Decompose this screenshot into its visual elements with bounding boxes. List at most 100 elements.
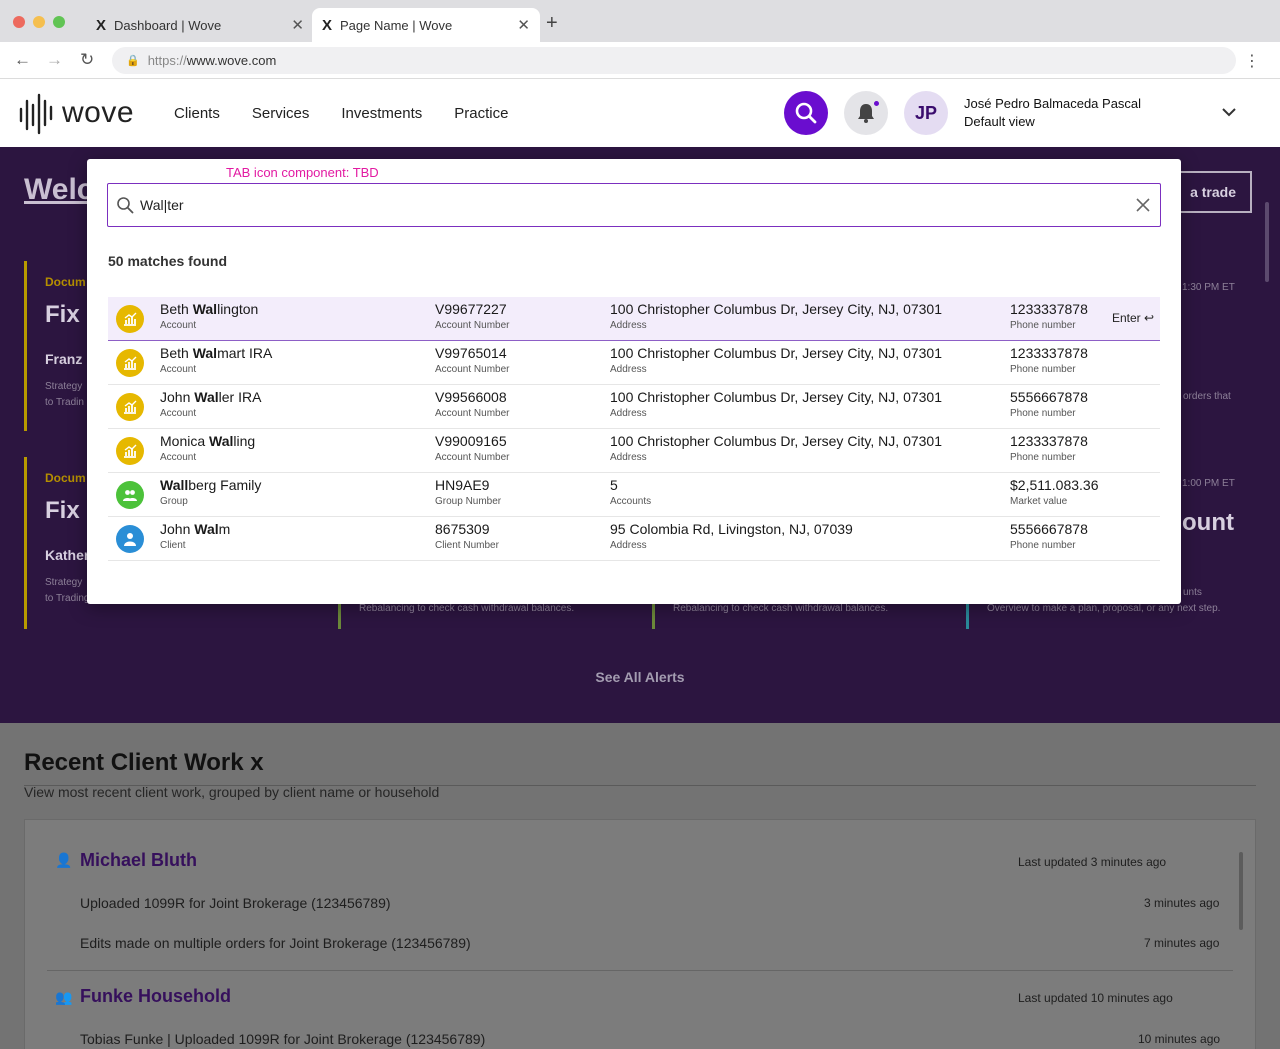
last-updated: Last updated 3 minutes ago <box>1018 855 1167 869</box>
search-icon <box>117 197 134 214</box>
result-detail: 5 <box>610 477 618 493</box>
household-name-link[interactable]: Funke Household <box>80 986 232 1006</box>
result-extra-label: Phone number <box>1010 452 1076 463</box>
result-number: V99677227 <box>435 301 507 317</box>
result-number-cell: V99765014 Account Number <box>435 345 509 375</box>
alert-category: Docum <box>45 471 86 485</box>
result-detail-cell: 100 Christopher Columbus Dr, Jersey City… <box>610 389 942 419</box>
notification-badge <box>873 100 880 107</box>
result-name: Beth Walmart IRA <box>160 345 273 361</box>
result-number: V99009165 <box>435 433 507 449</box>
search-result-row[interactable]: John Waller IRA Account V99566008 Account N… <box>108 385 1160 429</box>
global-search-button[interactable] <box>784 91 828 135</box>
nav-practice[interactable]: Practice <box>454 105 509 122</box>
alert-time: 1:00 PM ET <box>1182 478 1235 489</box>
user-avatar[interactable]: JP <box>904 91 948 135</box>
bell-icon <box>858 104 874 123</box>
browser-tab-dashboard[interactable]: X Dashboard | Wove ✕ <box>86 8 314 42</box>
result-type: Group <box>160 496 188 507</box>
result-detail-cell: 5 Accounts <box>610 477 651 507</box>
nav-investments[interactable]: Investments <box>341 105 423 122</box>
see-all-alerts-link[interactable]: See All Alerts <box>595 669 685 685</box>
search-result-row[interactable]: Monica Walling Account V99009165 Account Nu… <box>108 429 1160 473</box>
nav-services[interactable]: Services <box>251 105 310 122</box>
search-result-row[interactable]: Beth Walmart IRA Account V99765014 Account … <box>108 341 1160 385</box>
alert-time: 1:30 PM ET <box>1182 282 1235 293</box>
client-name-link[interactable]: Michael Bluth <box>80 850 198 870</box>
alert-description: Overview to make a plan, proposal, or an… <box>987 603 1221 614</box>
user-view: Default view <box>964 114 1035 129</box>
alert-description: Rebalancing to check cash withdrawal bal… <box>359 603 575 614</box>
work-item[interactable]: Edits made on multiple orders for Joint … <box>80 935 471 951</box>
tab-label: Page Name | Wove <box>340 17 453 33</box>
account-icon <box>116 437 144 465</box>
forward-arrow-icon[interactable]: → <box>46 50 63 69</box>
result-extra: $2,511.083.36 <box>1010 477 1099 493</box>
wove-favicon-icon: X <box>96 16 107 34</box>
page-scrollbar[interactable] <box>1265 202 1269 282</box>
lock-icon: 🔒 <box>126 55 140 67</box>
result-extra-cell: $2,511.083.36 Market value <box>1010 477 1099 507</box>
notifications-button[interactable] <box>844 91 888 135</box>
result-number-cell: V99009165 Account Number <box>435 433 509 463</box>
search-input[interactable] <box>140 194 1100 216</box>
back-arrow-icon[interactable]: ← <box>14 50 31 69</box>
app-header: wove Clients Services Investments Practi… <box>0 79 1280 147</box>
clear-search-icon[interactable] <box>1134 196 1152 214</box>
search-result-row[interactable]: Beth Wallington Account V99677227 Account N… <box>108 297 1160 341</box>
result-number-label: Account Number <box>435 364 510 375</box>
result-number: V99566008 <box>435 389 507 405</box>
reload-icon[interactable]: ↻ <box>80 50 95 69</box>
result-detail-label: Address <box>610 364 647 375</box>
alert-description: unts <box>1183 587 1202 598</box>
alert-description: Strategy to Tradin <box>45 381 84 408</box>
group-icon <box>116 481 144 509</box>
result-detail-label: Address <box>610 408 647 419</box>
match-count: 50 matches found <box>108 253 228 269</box>
result-extra-cell: 5556667878 Phone number <box>1010 389 1088 419</box>
work-item[interactable]: Uploaded 1099R for Joint Brokerage (1234… <box>80 895 391 911</box>
window-minimize-button[interactable] <box>33 16 45 28</box>
result-name-cell: Beth Wallington Account <box>160 301 258 331</box>
search-result-row[interactable]: Wallberg Family Group HN9AE9 Group Number 5 A… <box>108 473 1160 517</box>
result-detail-cell: 100 Christopher Columbus Dr, Jersey City… <box>610 433 942 463</box>
result-extra: 1233337878 <box>1010 433 1088 449</box>
tab-close-icon[interactable]: ✕ <box>291 17 304 34</box>
work-item-time: 10 minutes ago <box>1138 1032 1221 1046</box>
search-result-row[interactable]: John Walm Client 8675309 Client Number 95 Co… <box>108 517 1160 561</box>
url-bar[interactable]: 🔒 https:// www.wove.com <box>112 47 1236 74</box>
work-item[interactable]: Tobias Funke | Uploaded 1099R for Joint … <box>80 1031 486 1047</box>
window-zoom-button[interactable] <box>53 16 65 28</box>
work-item-time: 3 minutes ago <box>1144 896 1220 910</box>
tab-close-icon[interactable]: ✕ <box>517 17 530 34</box>
result-extra-label: Phone number <box>1010 320 1076 331</box>
result-extra-cell: 1233337878 Phone number <box>1010 301 1088 331</box>
result-detail-label: Address <box>610 452 647 463</box>
browser-tab-page-name[interactable]: X Page Name | Wove ✕ <box>312 8 540 42</box>
result-detail-cell: 95 Colombia Rd, Livingston, NJ, 07039 Add… <box>610 521 853 551</box>
alert-client: Franz <box>45 351 83 367</box>
user-name: José Pedro Balmaceda Pascal <box>964 96 1142 111</box>
design-annotation: TAB icon component: TBD <box>226 165 379 180</box>
browser-menu-icon[interactable]: ⋮ <box>1244 53 1260 70</box>
client-icon <box>116 525 144 553</box>
new-tab-button[interactable]: + <box>546 12 558 34</box>
wove-logo-mark-icon <box>19 93 53 135</box>
url-host: www.wove.com <box>186 53 277 68</box>
nav-clients[interactable]: Clients <box>174 105 220 122</box>
alert-card[interactable]: Docum Fix Franz Strategy to Tradin <box>24 261 324 431</box>
result-detail-label: Accounts <box>610 496 652 507</box>
result-detail-label: Address <box>610 320 647 331</box>
wove-logo[interactable]: wove <box>18 91 134 135</box>
chevron-down-icon[interactable] <box>1220 103 1238 121</box>
result-type: Client <box>160 540 186 551</box>
result-detail-cell: 100 Christopher Columbus Dr, Jersey City… <box>610 345 942 375</box>
result-type: Account <box>160 320 197 331</box>
card-scrollbar[interactable] <box>1239 852 1243 930</box>
result-name-cell: Monica Walling Account <box>160 433 255 463</box>
window-close-button[interactable] <box>13 16 25 28</box>
result-detail: 100 Christopher Columbus Dr, Jersey City… <box>610 433 942 449</box>
recent-client-work-section: Recent Client Work x View most recent cl… <box>0 723 1280 1049</box>
result-number-label: Account Number <box>435 452 510 463</box>
welcome-title: Welc <box>24 173 94 206</box>
